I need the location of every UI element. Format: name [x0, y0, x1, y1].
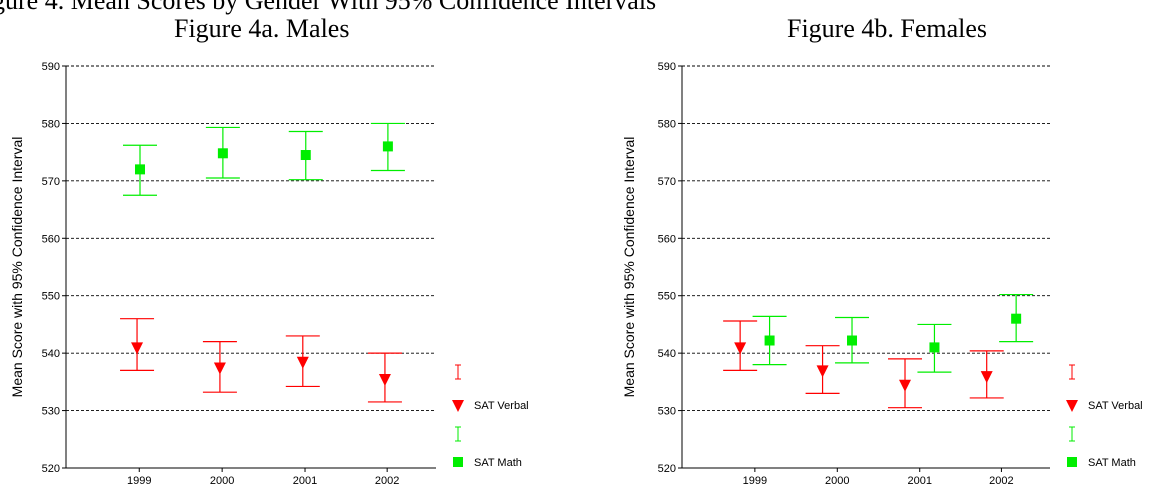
- legend-label: SAT Verbal: [1088, 400, 1143, 412]
- y-axis-label: Mean Score with 95% Confidence Interval: [9, 137, 25, 398]
- figure-b-title: Figure 4b. Females: [787, 14, 988, 43]
- y-tick-label: 580: [42, 118, 60, 130]
- data-point-triangle: [296, 356, 309, 369]
- x-tick-label: 2002: [989, 475, 1013, 485]
- data-point-square: [382, 141, 393, 152]
- y-tick-label: 560: [658, 233, 676, 245]
- chart-panel-females: 520 530 540 550 560 570 580 590 1999 2000 2001 2002…: [621, 61, 1143, 485]
- x-tick-label: 2000: [210, 475, 234, 485]
- y-tick-label: 550: [658, 291, 676, 303]
- legend-label: SAT Verbal: [474, 400, 529, 412]
- x-tick-label: 2002: [375, 475, 399, 485]
- data-point-square: [300, 150, 311, 161]
- data-point-triangle: [899, 379, 912, 392]
- data-point-square: [135, 164, 145, 175]
- y-tick-label: 580: [658, 118, 676, 130]
- y-tick-label: 550: [42, 291, 60, 303]
- y-tick-label: 590: [42, 61, 60, 73]
- legend-label: SAT Math: [474, 457, 522, 469]
- x-tick-label: 1999: [743, 475, 767, 485]
- x-tick-label: 2000: [825, 475, 849, 485]
- data-point-triangle: [816, 365, 829, 378]
- y-tick-label: 530: [658, 406, 676, 418]
- x-tick-label: 2001: [907, 475, 931, 485]
- figure-a-title: Figure 4a. Males: [174, 14, 350, 43]
- data-point-triangle: [734, 342, 747, 355]
- legend-triangle-marker: [452, 400, 464, 412]
- y-tick-label: 530: [42, 406, 60, 418]
- data-point-square: [847, 335, 858, 346]
- y-tick-label: 570: [658, 176, 676, 188]
- y-tick-label: 520: [42, 463, 60, 475]
- y-axis-label: Mean Score with 95% Confidence Interval: [621, 137, 637, 398]
- clipped-heading: gure 4. Mean Scores by Gender With 95% C…: [0, 0, 657, 15]
- legend-label: SAT Math: [1088, 457, 1136, 469]
- y-tick-label: 540: [658, 348, 676, 360]
- data-point-square: [217, 148, 228, 159]
- data-point-triangle: [980, 371, 993, 384]
- y-tick-label: 520: [658, 463, 676, 475]
- data-point-square: [929, 342, 940, 353]
- legend-square-marker: [453, 457, 463, 467]
- data-point-square: [764, 335, 775, 346]
- x-tick-label: 2001: [293, 475, 317, 485]
- x-tick-label: 1999: [127, 475, 151, 485]
- y-tick-label: 560: [42, 233, 60, 245]
- data-point-square: [1011, 313, 1022, 324]
- y-tick-label: 570: [42, 176, 60, 188]
- legend-square-marker: [1067, 457, 1077, 467]
- chart-panel-males: 520 530 540 550 560 570 580 590 1999 2000 2001 2002…: [9, 61, 529, 485]
- data-point-triangle: [378, 373, 391, 386]
- y-tick-label: 540: [42, 348, 60, 360]
- y-tick-label: 590: [658, 61, 676, 73]
- data-point-triangle: [131, 342, 144, 355]
- legend-triangle-marker: [1066, 400, 1078, 412]
- data-point-triangle: [213, 362, 226, 375]
